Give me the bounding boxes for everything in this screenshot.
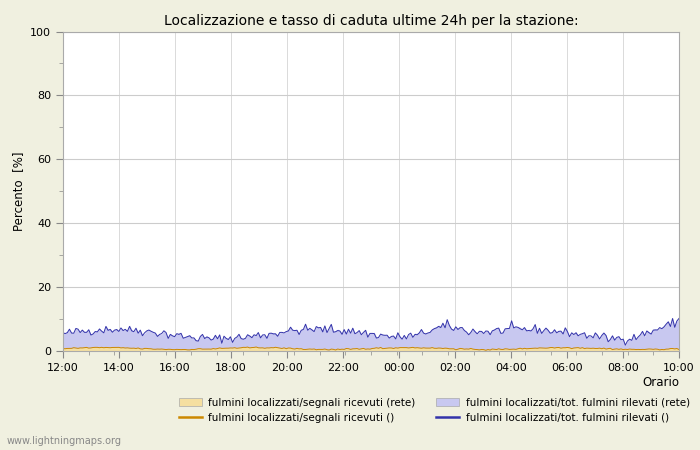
Text: Orario: Orario xyxy=(642,376,679,389)
Legend: fulmini localizzati/segnali ricevuti (rete), fulmini localizzati/segnali ricevut: fulmini localizzati/segnali ricevuti (re… xyxy=(179,398,690,423)
Text: www.lightningmaps.org: www.lightningmaps.org xyxy=(7,436,122,446)
Y-axis label: Percento  [%]: Percento [%] xyxy=(12,152,24,231)
Title: Localizzazione e tasso di caduta ultime 24h per la stazione:: Localizzazione e tasso di caduta ultime … xyxy=(164,14,578,27)
